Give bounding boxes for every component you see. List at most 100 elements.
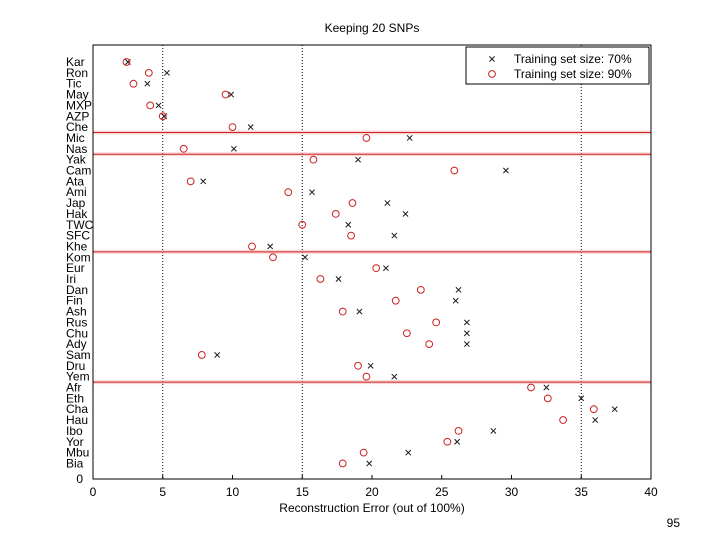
x-marker <box>384 200 391 207</box>
y-tick-label: Kar <box>66 55 85 69</box>
x-marker <box>463 341 470 348</box>
x-marker <box>452 297 459 304</box>
y-tick-label: MXP <box>66 98 92 112</box>
x-marker <box>267 243 274 250</box>
x-marker-stroke <box>200 178 207 185</box>
circle-marker <box>221 90 230 99</box>
circle-marker <box>309 155 318 164</box>
x-marker-stroke <box>452 297 459 304</box>
circle-marker <box>338 459 347 468</box>
x-tick-label: 40 <box>644 485 658 499</box>
y-tick-label: Bia <box>66 456 84 470</box>
circle-marker <box>589 405 598 414</box>
plot-frame <box>92 44 652 480</box>
x-marker-stroke <box>155 102 162 109</box>
circle-marker <box>416 285 425 294</box>
circle-marker <box>425 340 434 349</box>
y-tick-label: Ibo <box>66 424 83 438</box>
circle-marker <box>269 253 277 262</box>
circle-marker <box>228 123 237 131</box>
y-tick-label: Khe <box>66 239 88 253</box>
page-number: 95 <box>666 516 680 530</box>
x-marker-stroke <box>502 167 509 174</box>
y-tick-label: Mbu <box>66 446 89 460</box>
x-marker <box>356 308 363 315</box>
x-marker-stroke <box>611 406 618 413</box>
x-marker <box>366 460 373 467</box>
circle-marker <box>158 112 167 121</box>
x-marker <box>144 80 151 87</box>
circle-marker <box>122 58 131 66</box>
x-marker-stroke <box>489 56 495 62</box>
circle-marker <box>248 242 256 251</box>
x-marker <box>367 362 374 369</box>
x-marker <box>391 232 398 239</box>
y-tick-label: Kom <box>66 250 91 264</box>
y-tick-label: Rus <box>66 315 87 329</box>
circle-marker <box>144 68 153 77</box>
x-marker <box>611 406 618 413</box>
x-marker-stroke <box>592 417 599 424</box>
y-tick-label: Ash <box>66 305 87 319</box>
circle-marker <box>348 199 357 207</box>
circle-marker <box>402 329 411 338</box>
x-marker <box>230 145 237 152</box>
x-marker-stroke <box>382 265 389 272</box>
x-marker <box>214 351 221 358</box>
circle-marker <box>443 437 452 446</box>
legend-entry-label: Training set size: 90% <box>514 67 632 81</box>
x-marker-stroke <box>543 384 550 391</box>
circle-marker <box>316 275 325 283</box>
x-marker-stroke <box>367 362 374 369</box>
y-tick-label: TWC <box>66 218 94 232</box>
y-tick-label: Eth <box>66 391 84 405</box>
x-marker <box>405 449 412 456</box>
y-tick-label: Ron <box>66 66 88 80</box>
y-tick-label: Hak <box>66 207 88 221</box>
y-tick-label: Ami <box>66 185 87 199</box>
y-tick-label: Eur <box>66 261 85 275</box>
x-tick-label: 20 <box>365 485 379 499</box>
x-marker-stroke <box>402 210 409 217</box>
y-tick-label: Fin <box>66 294 83 308</box>
x-marker-stroke <box>391 232 398 239</box>
x-marker <box>402 210 409 217</box>
circle-marker <box>372 264 381 273</box>
y-tick-label: Che <box>66 120 88 134</box>
x-marker-stroke <box>214 351 221 358</box>
circle-marker <box>454 427 463 435</box>
x-marker <box>455 286 462 293</box>
x-marker <box>163 69 170 76</box>
x-marker-stroke <box>463 319 470 326</box>
x-axis-label: Reconstruction Error (out of 100%) <box>279 501 464 515</box>
circle-marker <box>354 361 362 370</box>
circle-marker <box>338 307 347 316</box>
x-marker <box>463 319 470 326</box>
x-marker <box>592 417 599 424</box>
y-tick-label: Mic <box>66 131 85 145</box>
x-marker-stroke <box>384 200 391 207</box>
x-marker-stroke <box>578 395 585 402</box>
x-marker <box>155 102 162 109</box>
y-tick-label: AZP <box>66 109 89 123</box>
x-tick-label: 5 <box>159 485 166 499</box>
circle-marker <box>197 351 206 359</box>
circle-marker <box>284 188 293 197</box>
y-tick-label: Cam <box>66 164 91 178</box>
x-marker-stroke <box>366 460 373 467</box>
y-tick-label: Yak <box>66 153 87 167</box>
y-tick-label: Tic <box>66 77 82 91</box>
legend-entry-label: Training set size: 70% <box>514 52 632 66</box>
x-marker <box>309 189 315 196</box>
y-tick-label: Sam <box>66 348 91 362</box>
circle-marker <box>347 231 355 240</box>
x-marker-stroke <box>302 254 308 261</box>
y-tick-label: Chu <box>66 326 88 340</box>
circle-marker <box>488 70 496 78</box>
x-marker-stroke <box>356 308 363 315</box>
x-marker <box>355 156 362 163</box>
y-tick-label: Iri <box>66 272 76 286</box>
x-marker <box>463 330 470 337</box>
x-marker <box>406 134 413 141</box>
y-tick-label: Yem <box>66 370 90 384</box>
